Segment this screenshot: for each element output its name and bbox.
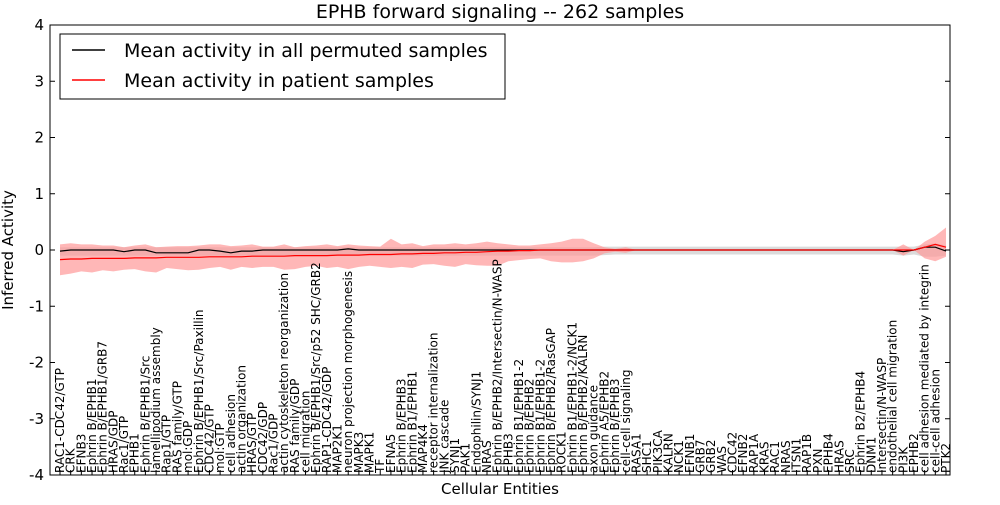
y-tick-label: 2: [34, 129, 44, 147]
y-tick-label: 1: [34, 185, 44, 203]
x-axis-label: Cellular Entities: [441, 480, 559, 498]
y-tick-label: 4: [34, 16, 44, 34]
chart-title: EPHB forward signaling -- 262 samples: [316, 1, 684, 23]
x-tick-label: PTK2: [939, 443, 953, 473]
legend-label-permuted: Mean activity in all permuted samples: [124, 40, 487, 62]
y-tick-label: 0: [34, 241, 44, 259]
y-axis-label: Inferred Activity: [0, 190, 17, 310]
y-tick-label: -2: [29, 354, 44, 372]
y-tick-label: 3: [34, 72, 44, 90]
y-tick-label: -4: [29, 466, 44, 484]
legend: Mean activity in all permuted samples Me…: [60, 34, 505, 99]
y-tick-label: -1: [29, 297, 44, 315]
legend-label-patient: Mean activity in patient samples: [124, 70, 434, 92]
y-tick-label: -3: [29, 410, 44, 428]
